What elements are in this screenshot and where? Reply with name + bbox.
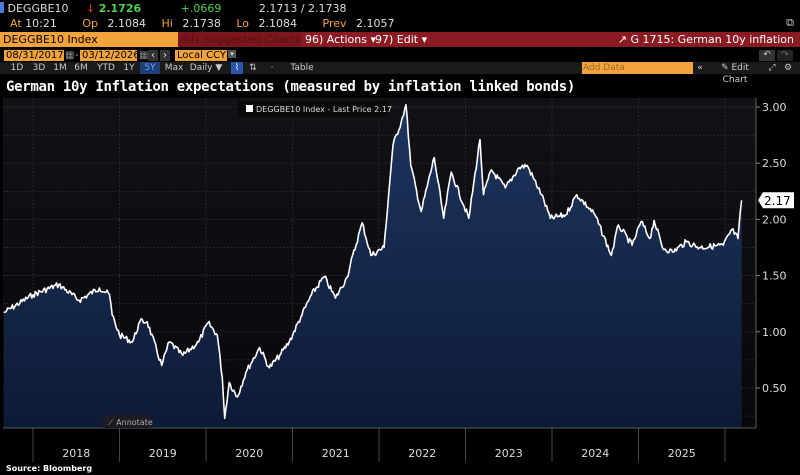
low-value: 2.1084 [258, 17, 298, 30]
calendar-icon[interactable]: ▦ [65, 50, 75, 61]
collapse-icon[interactable]: « [697, 63, 703, 73]
at-label: At [10, 17, 22, 30]
suggested-charts-button[interactable]: 94) Suggested Charts [178, 32, 301, 47]
x-tick-label: 2019 [149, 447, 177, 460]
open-external-icon: ↗ [617, 33, 627, 46]
down-arrow-icon: ↓ [85, 2, 96, 15]
chevron-down-icon[interactable]: ▾ [228, 50, 236, 58]
chart-name[interactable]: ↗ G 1715: German 10y inflation [615, 32, 794, 47]
add-data-input[interactable]: Add Data [582, 62, 693, 74]
prev-period-button[interactable]: ‹ [148, 50, 158, 61]
ticker: DEGGBE10 [7, 2, 69, 15]
frequency-label: Daily [189, 63, 213, 73]
edit-label: 97) Edit [375, 33, 419, 46]
range-5y[interactable]: 5Y [140, 62, 160, 74]
last-price: 2.1726 [98, 2, 142, 15]
x-tick-label: 2023 [495, 447, 523, 460]
last-value-label: 2.17 [764, 194, 791, 208]
source-label: Source: Bloomberg [6, 464, 92, 473]
y-tick-label: 3.00 [762, 101, 787, 114]
start-date-input[interactable]: 08/31/2017 [4, 50, 64, 61]
x-tick-label: 2018 [62, 447, 90, 460]
legend-swatch [246, 105, 253, 112]
line-chart-icon[interactable]: ⌇ [231, 62, 243, 74]
calendar-icon[interactable]: ▦ [139, 50, 149, 61]
last-value-badge: 2.17 [758, 192, 794, 209]
next-period-button[interactable]: › [160, 50, 170, 61]
legend-box [238, 101, 388, 117]
open-label: Op [82, 17, 98, 30]
annotate-tool-icon[interactable]: ⤢ [768, 63, 776, 73]
more-icon[interactable]: · [270, 63, 274, 73]
redo-button[interactable]: ↷ [777, 50, 793, 61]
range-1y[interactable]: 1Y [123, 63, 135, 73]
high-value: 2.1738 [182, 17, 221, 30]
security-field[interactable]: DEGGBE10 Index [0, 32, 178, 47]
series-line [3, 104, 743, 420]
date-dash: - [75, 50, 79, 61]
series-area [3, 104, 742, 429]
low-label: Lo [236, 17, 249, 30]
y-tick-label: 1.50 [762, 270, 787, 283]
range-ytd[interactable]: YTD [97, 63, 115, 73]
legend-label: DEGGBE10 Index - Last Price 2.17 [256, 105, 392, 114]
edit-chart-label: Edit Chart [722, 63, 749, 85]
x-tick-label: 2020 [235, 447, 263, 460]
actions-button[interactable]: 96) Actions ▾ [305, 33, 376, 46]
command-bar: DEGGBE10 Index 94) Suggested Charts 96) … [0, 32, 800, 47]
frequency-select[interactable]: Daily ▼ [189, 63, 223, 73]
bid-ask: 2.1713 / 2.1738 [258, 2, 347, 15]
x-tick-label: 2025 [668, 447, 696, 460]
x-tick-label: 2024 [581, 447, 609, 460]
x-tick-label: 2021 [322, 447, 350, 460]
range-1m[interactable]: 1M [53, 63, 67, 73]
end-date-input[interactable]: 03/12/2026 [80, 50, 140, 61]
x-tick-label: 2022 [408, 447, 436, 460]
net-change: +.0669 [180, 2, 222, 15]
high-label: Hi [161, 17, 173, 30]
annotate-button[interactable] [103, 415, 151, 428]
prev-label: Prev [322, 17, 347, 30]
undo-button[interactable]: ↶ [759, 50, 775, 61]
edit-chart-button[interactable]: ✎ Edit Chart [708, 62, 762, 85]
chart-title: German 10y Inflation expectations (measu… [6, 79, 576, 95]
gear-icon[interactable]: ⚙ [783, 63, 793, 73]
range-toolbar: 1D 3D 1M 6M YTD 1Y 5Y Max Daily ▼ ⌇ ⇅ · … [0, 62, 800, 85]
undock-icon[interactable]: ⧉ [786, 16, 794, 29]
quote-line: DEGGBE10 ↓ 2.1726 +.0669 2.1713 / 2.1738 [0, 2, 347, 16]
y-tick-label: 0.50 [762, 382, 787, 395]
y-tick-label: 2.00 [762, 213, 787, 226]
actions-label: 96) Actions [305, 33, 367, 46]
annotate-label: ⟋ Annotate [108, 418, 153, 427]
y-tick-label: 1.00 [762, 326, 787, 339]
currency-select[interactable]: Local CCY [175, 50, 227, 61]
open-value: 2.1084 [107, 17, 147, 30]
table-button[interactable]: Table [290, 63, 314, 73]
range-3d[interactable]: 3D [32, 63, 46, 73]
bar-chart-type-icon[interactable]: ⇅ [249, 63, 257, 73]
pencil-icon: ✎ [721, 63, 729, 73]
y-tick-label: 2.50 [762, 157, 787, 170]
chart-name-label: G 1715: German 10y inflation [630, 33, 794, 46]
time: 10:21 [25, 17, 57, 30]
range-6m[interactable]: 6M [74, 63, 88, 73]
security-marker-icon [0, 2, 4, 13]
prev-value: 2.1057 [356, 17, 395, 30]
range-1d[interactable]: 1D [10, 63, 24, 73]
stats-line: At 10:21 Op 2.1084 Hi 2.1738 Lo 2.1084 P… [0, 17, 395, 30]
range-max[interactable]: Max [164, 63, 184, 73]
